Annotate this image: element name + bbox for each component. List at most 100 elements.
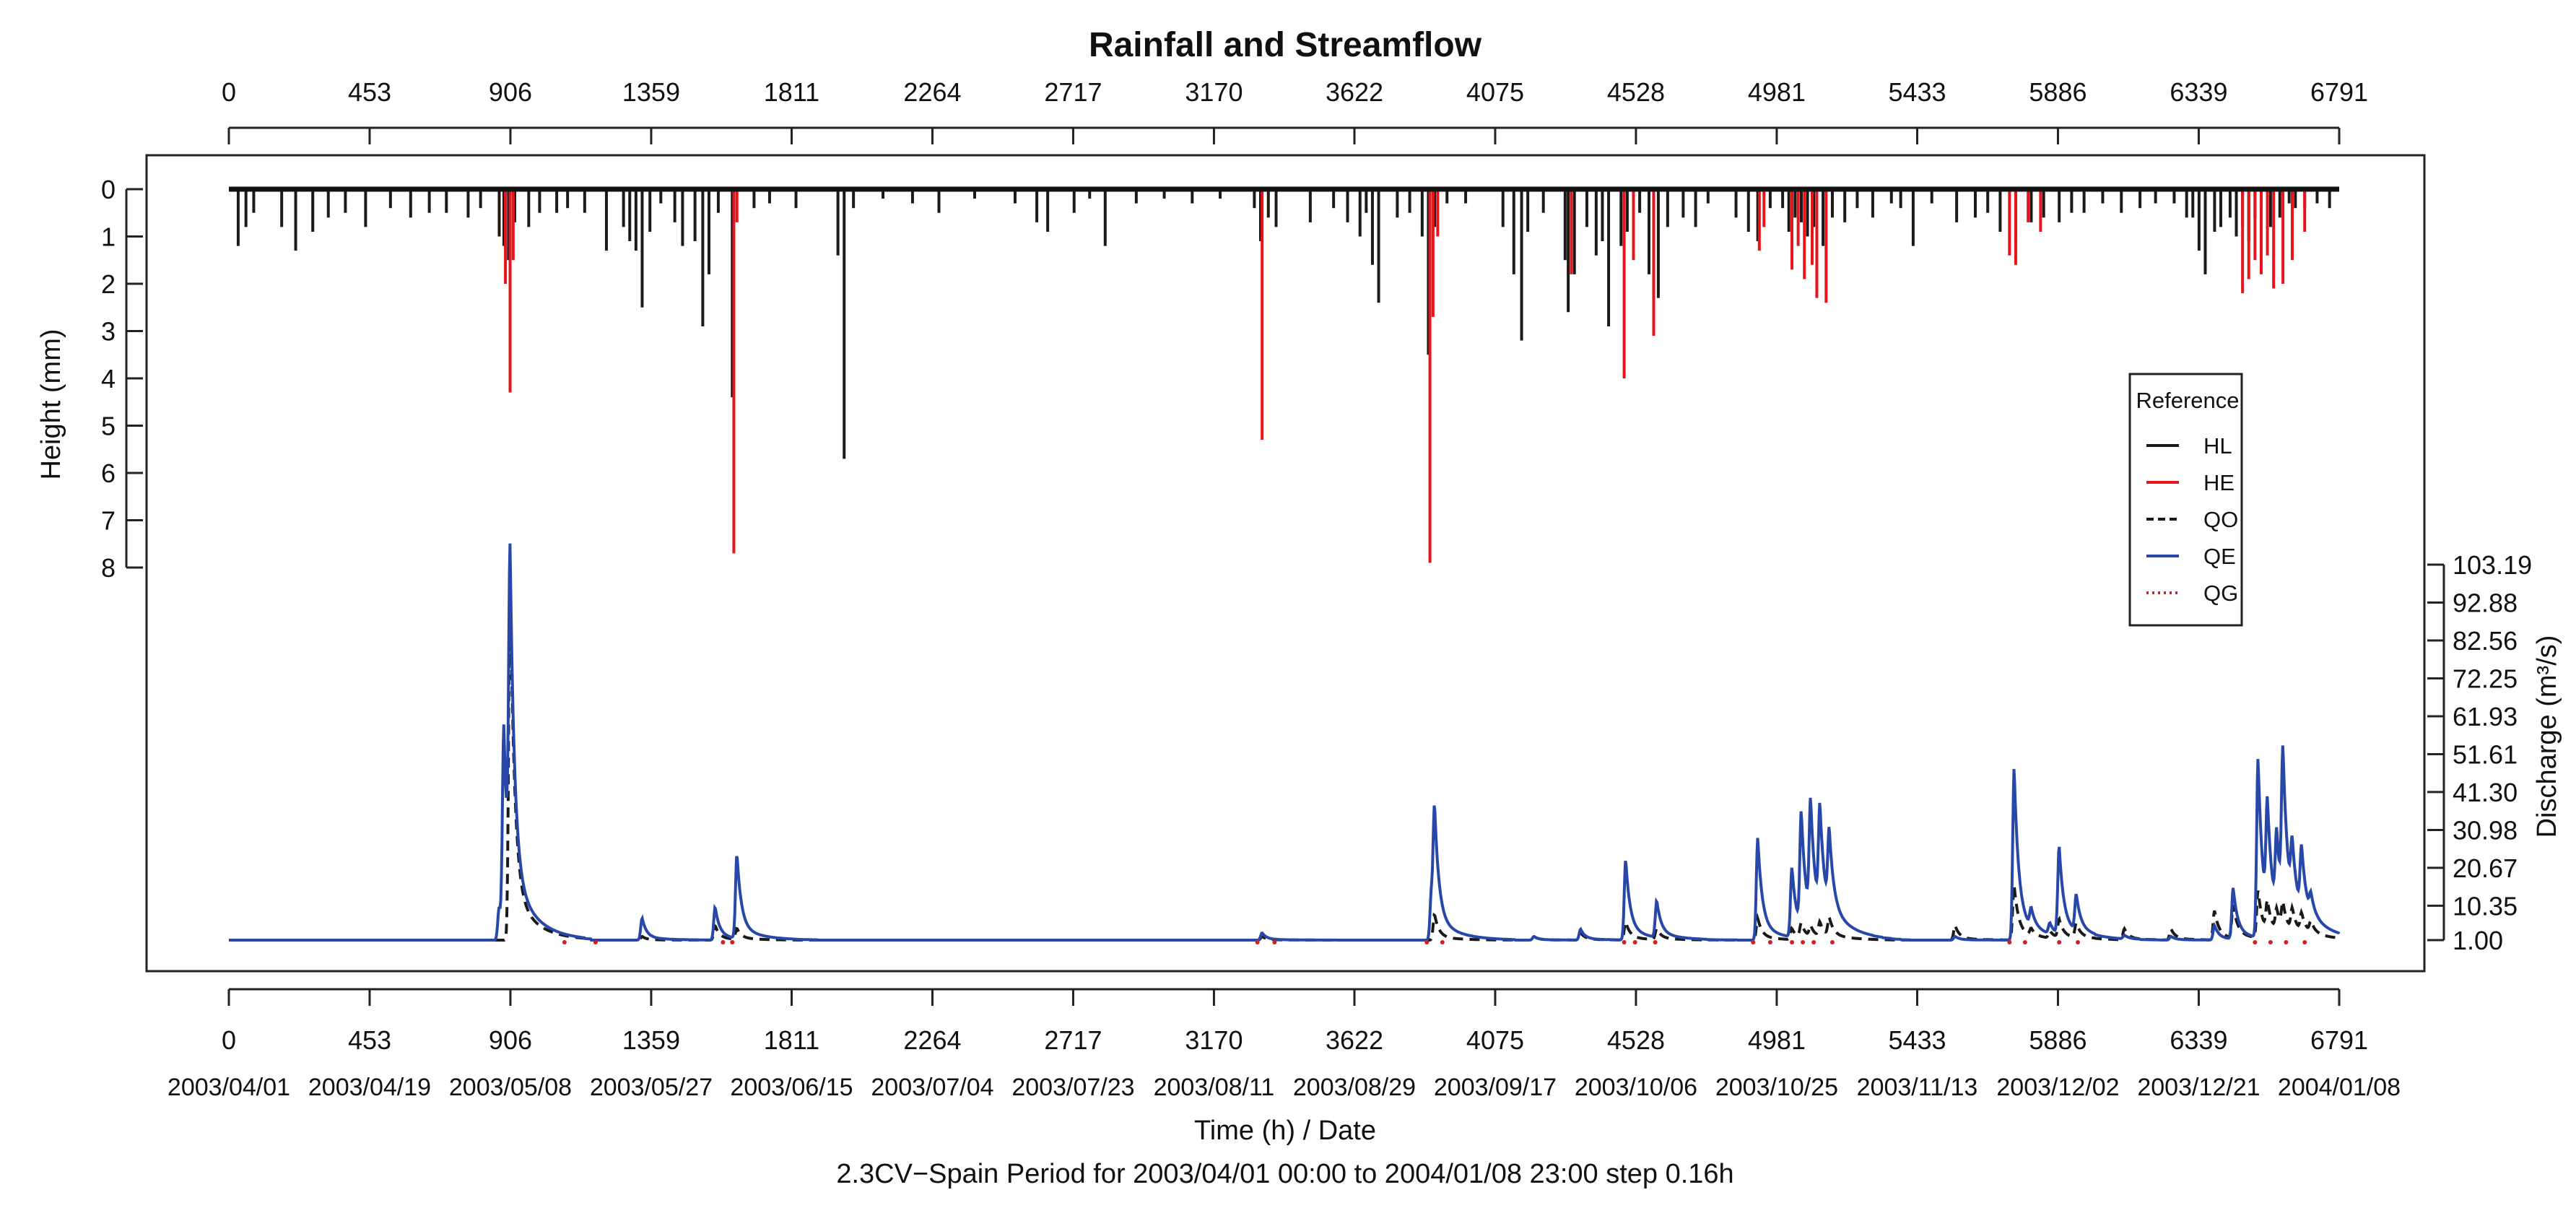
discharge-tick-label: 103.19	[2453, 550, 2532, 580]
rain-tick-label: 5	[101, 412, 116, 441]
qg-point	[1255, 940, 1260, 944]
discharge-lines	[229, 543, 2341, 944]
he-rain-bars	[504, 189, 2307, 563]
qg-point	[1653, 940, 1658, 944]
bottom-tick-label: 5433	[1888, 1025, 1946, 1055]
bottom-tick-label: 4528	[1607, 1025, 1665, 1055]
date-tick-label: 2003/04/01	[167, 1074, 290, 1101]
qg-point	[1829, 940, 1835, 944]
discharge-tick-label: 51.61	[2453, 739, 2518, 769]
date-tick-label: 2003/09/17	[1434, 1074, 1557, 1101]
discharge-tick-label: 41.30	[2453, 778, 2518, 807]
rain-tick-label: 7	[101, 506, 116, 536]
top-tick-label: 3622	[1326, 77, 1383, 107]
qg-point	[1790, 940, 1795, 944]
qg-point	[1622, 940, 1627, 944]
qo-observed-line	[229, 569, 2340, 942]
legend: Reference HL HE QO QE QG	[2128, 373, 2243, 627]
bottom-tick-label: 4075	[1466, 1025, 1524, 1055]
qg-point	[2253, 940, 2258, 944]
bottom-tick-label: 3170	[1185, 1025, 1243, 1055]
date-tick-label: 2003/07/23	[1011, 1074, 1134, 1101]
legend-title: Reference	[2136, 388, 2239, 413]
bottom-x-axis: 0 2003/04/01 453 2003/04/19 906 2003/05/08 135…	[167, 988, 2401, 1101]
qg-point	[1272, 940, 1277, 944]
legend-label-hl: HL	[2203, 433, 2232, 459]
date-tick-label: 2003/07/04	[871, 1074, 993, 1101]
date-tick-label: 2003/12/02	[1996, 1074, 2119, 1101]
bottom-tick-label: 1811	[764, 1025, 819, 1055]
bottom-tick-label: 6791	[2310, 1025, 2368, 1055]
qg-point	[730, 940, 735, 944]
qg-point	[1811, 940, 1816, 944]
legend-box	[2128, 373, 2243, 627]
top-x-axis: 0 453 906 1359 1811 2264 2717 3170 3622 4075 4528 4…	[222, 77, 2368, 144]
discharge-tick-label: 10.35	[2453, 891, 2518, 921]
legend-label-qe: QE	[2203, 544, 2236, 569]
date-tick-label: 2003/08/29	[1293, 1074, 1416, 1101]
top-tick-label: 6339	[2170, 77, 2227, 107]
rain-tick-label: 6	[101, 459, 116, 488]
plot-frame	[145, 154, 2426, 973]
top-tick-label: 4981	[1748, 77, 1806, 107]
bottom-tick-label: 906	[489, 1025, 532, 1055]
date-tick-label: 2003/10/25	[1715, 1074, 1838, 1101]
date-tick-label: 2003/04/19	[308, 1074, 431, 1101]
rain-tick-label: 4	[101, 364, 116, 394]
top-tick-label: 4075	[1466, 77, 1524, 107]
legend-label-he: HE	[2203, 470, 2235, 495]
discharge-tick-label: 61.93	[2453, 702, 2518, 731]
legend-label-qg: QG	[2203, 581, 2238, 606]
discharge-tick-label: 72.25	[2453, 664, 2518, 693]
bottom-tick-label: 2264	[903, 1025, 961, 1055]
qg-point	[1424, 940, 1430, 944]
top-tick-label: 453	[348, 77, 391, 107]
bottom-tick-label: 2717	[1044, 1025, 1102, 1055]
discharge-tick-label: 20.67	[2453, 853, 2518, 883]
qg-point	[1632, 940, 1637, 944]
qg-point	[1751, 940, 1756, 944]
date-tick-label: 2003/08/11	[1154, 1074, 1275, 1101]
legend-label-qo: QO	[2203, 507, 2238, 532]
qg-point	[562, 940, 567, 944]
qg-point	[2057, 940, 2062, 944]
top-tick-label: 5433	[1888, 77, 1946, 107]
discharge-axis-label: Discharge (m³/s)	[2532, 635, 2562, 838]
date-tick-label: 2003/05/27	[590, 1074, 713, 1101]
date-tick-label: 2004/01/08	[2278, 1074, 2401, 1101]
bottom-tick-label: 0	[222, 1025, 236, 1055]
top-tick-label: 2717	[1044, 77, 1102, 107]
top-tick-label: 3170	[1185, 77, 1243, 107]
rain-axis-label: Height (mm)	[36, 329, 66, 479]
top-tick-label: 0	[222, 77, 236, 107]
rain-tick-label: 3	[101, 317, 116, 347]
top-tick-label: 1359	[622, 77, 680, 107]
qg-point	[2022, 940, 2027, 944]
top-tick-label: 1811	[764, 77, 819, 107]
date-tick-label: 2003/06/15	[730, 1074, 853, 1101]
bottom-tick-label: 5886	[2029, 1025, 2087, 1055]
chart-subtitle: 2.3CV−Spain Period for 2003/04/01 00:00 …	[836, 1159, 1733, 1189]
date-tick-label: 2003/12/21	[2137, 1074, 2260, 1101]
top-tick-label: 5886	[2029, 77, 2087, 107]
discharge-tick-label: 30.98	[2453, 815, 2518, 845]
qg-point	[721, 940, 726, 944]
qg-point	[1801, 940, 1806, 944]
top-tick-label: 6791	[2310, 77, 2368, 107]
qg-point	[2007, 940, 2012, 944]
rain-tick-label: 1	[101, 222, 116, 252]
date-tick-label: 2003/11/13	[1857, 1074, 1978, 1101]
discharge-axis: 1.00 10.35 20.67 30.98 41.30 51.61 61.93 72.25 8…	[2427, 550, 2532, 955]
date-tick-label: 2003/05/08	[449, 1074, 572, 1101]
date-tick-label: 2003/10/06	[1575, 1074, 1697, 1101]
top-tick-label: 4528	[1607, 77, 1665, 107]
top-tick-label: 2264	[903, 77, 961, 107]
x-axis-label: Time (h) / Date	[1194, 1116, 1376, 1146]
top-tick-label: 906	[489, 77, 532, 107]
qg-point	[2284, 940, 2289, 944]
bottom-tick-label: 453	[348, 1025, 391, 1055]
discharge-tick-label: 1.00	[2453, 926, 2503, 955]
qg-point	[1767, 940, 1772, 944]
qg-point	[593, 940, 598, 944]
bottom-tick-label: 4981	[1748, 1025, 1806, 1055]
